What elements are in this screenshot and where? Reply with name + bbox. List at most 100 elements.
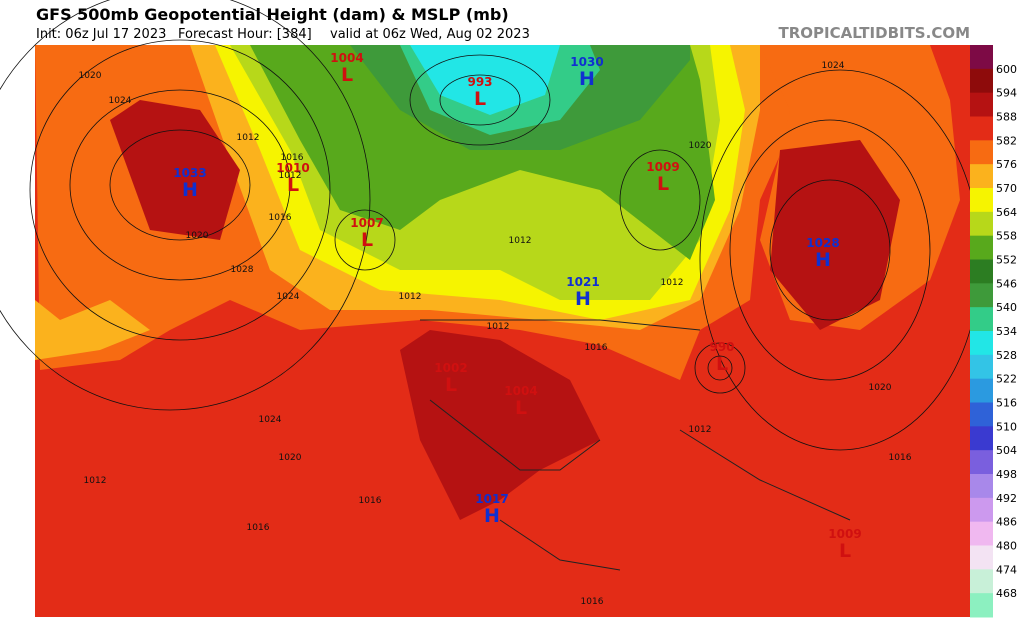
map <box>0 0 981 617</box>
isobar-label: 1012 <box>509 236 532 246</box>
isobar-label: 1016 <box>269 213 292 223</box>
isobar-label: 1012 <box>487 322 510 332</box>
isobar-label: 1020 <box>869 383 892 393</box>
colorbar-bin <box>970 164 993 189</box>
center-letter: L <box>287 174 299 196</box>
colorbar-label: 552 <box>996 254 1017 267</box>
isobar-label: 1020 <box>689 141 712 151</box>
colorbar-label: 540 <box>996 301 1017 314</box>
colorbar-label: 468 <box>996 587 1017 600</box>
colorbar-label: 510 <box>996 420 1017 433</box>
site: TROPICALTIDBITS.COM <box>779 24 971 42</box>
colorbar-label: 558 <box>996 230 1017 243</box>
colorbar-label: 594 <box>996 87 1017 100</box>
center-value: 1007 <box>350 216 383 230</box>
colorbar-label: 570 <box>996 182 1017 195</box>
isobar-label: 1016 <box>247 523 270 533</box>
center-value: 1004 <box>330 51 363 65</box>
colorbar-bin <box>970 188 993 213</box>
colorbar-label: 492 <box>996 492 1017 505</box>
isobar-label: 1024 <box>277 292 300 302</box>
colorbar-bin <box>970 259 993 284</box>
colorbar-bin <box>970 92 993 117</box>
center-value: 993 <box>467 75 492 89</box>
center-letter: H <box>182 179 198 201</box>
isobar-label: 1024 <box>259 415 282 425</box>
colorbar-bin <box>970 140 993 165</box>
center-value: 1010 <box>276 161 309 175</box>
isobar-label: 1024 <box>109 96 132 106</box>
center-value: 990 <box>709 340 734 354</box>
center-letter: H <box>815 249 831 271</box>
colorbar-label: 486 <box>996 516 1017 529</box>
isobar-label: 1012 <box>84 476 107 486</box>
colorbar-bin <box>970 307 993 332</box>
colorbar-bin <box>970 354 993 380</box>
isobar-label: 1012 <box>399 292 422 302</box>
colorbar-label: 528 <box>996 349 1017 362</box>
colorbar-bin <box>970 426 993 451</box>
center-letter: H <box>575 288 591 310</box>
valid-time: valid at 06z Wed, Aug 02 2023 <box>330 27 530 42</box>
center-letter: H <box>579 68 595 90</box>
colorbar-label: 504 <box>996 444 1017 457</box>
center-letter: L <box>445 374 457 396</box>
isobar-label: 1012 <box>279 171 302 181</box>
center-letter: L <box>839 540 851 562</box>
forecast-hour: Forecast Hour: [384] <box>178 27 312 42</box>
isobar-label: 1016 <box>889 453 912 463</box>
center-letter: L <box>341 64 353 86</box>
colorbar-label: 480 <box>996 540 1017 553</box>
colorbar-bin <box>970 235 993 260</box>
isobar-label: 1020 <box>79 71 102 81</box>
colorbar-bin <box>970 68 993 94</box>
isobar-label: 1016 <box>359 496 382 506</box>
colorbar-bin <box>970 545 993 570</box>
colorbar-label: 588 <box>996 111 1017 124</box>
colorbar-label: 582 <box>996 134 1017 147</box>
center-value: 1017 <box>475 492 508 506</box>
center-value: 1009 <box>828 527 861 541</box>
colorbar-bin <box>970 593 993 618</box>
colorbar-label: 522 <box>996 373 1017 386</box>
isobar-label: 1016 <box>581 597 604 607</box>
colorbar-label: 516 <box>996 397 1017 410</box>
title: GFS 500mb Geopotential Height (dam) & MS… <box>36 5 509 24</box>
center-letter: L <box>361 229 373 251</box>
colorbar-bin <box>970 474 993 499</box>
isobar-label: 1012 <box>661 278 684 288</box>
colorbar-label: 564 <box>996 206 1017 219</box>
isobar-label: 1012 <box>689 425 712 435</box>
center-value: 1030 <box>570 55 603 69</box>
center-value: 1033 <box>173 166 206 180</box>
center-letter: H <box>484 505 500 527</box>
colorbar-label: 534 <box>996 325 1017 338</box>
colorbar-bin <box>970 402 993 427</box>
colorbar-bin <box>970 116 993 141</box>
colorbar-label: 576 <box>996 158 1017 171</box>
center-value: 1021 <box>566 275 599 289</box>
colorbar-bin <box>970 521 993 546</box>
isobar-label: 1028 <box>231 265 254 275</box>
center-value: 1004 <box>504 384 537 398</box>
colorbar-label: 600 <box>996 63 1017 76</box>
colorbar-label: 498 <box>996 468 1017 481</box>
center-value: 1009 <box>646 160 679 174</box>
colorbar-bin <box>970 331 993 356</box>
colorbar-bin <box>970 378 993 403</box>
center-value: 1002 <box>434 361 467 375</box>
init: Init: 06z Jul 17 2023 <box>36 27 166 42</box>
isobar-label: 1024 <box>822 61 845 71</box>
isobar-label: 1020 <box>186 231 209 241</box>
colorbar-bin <box>970 45 993 70</box>
isobar-label: 1016 <box>281 153 304 163</box>
isobar-label: 1020 <box>279 453 302 463</box>
colorbar-bin <box>970 211 993 237</box>
center-value: 1028 <box>806 236 839 250</box>
colorbar-bin <box>970 497 993 523</box>
colorbar-bin <box>970 569 993 594</box>
isobar-label: 1016 <box>585 343 608 353</box>
center-letter: L <box>474 88 486 110</box>
